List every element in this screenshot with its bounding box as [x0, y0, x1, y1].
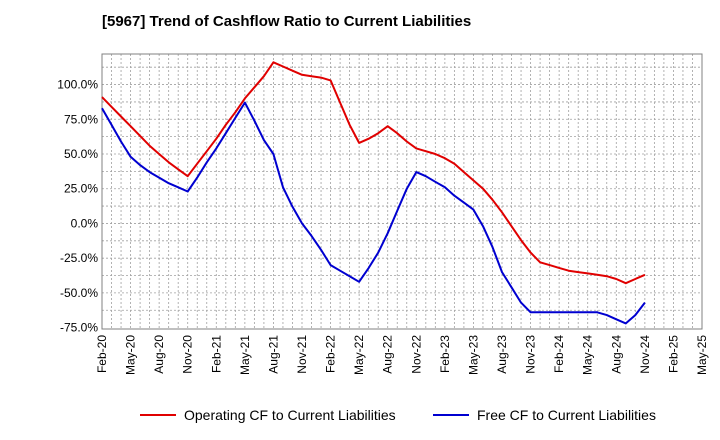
legend: Operating CF to Current Liabilities Free… — [0, 404, 720, 426]
x-tick-label: May-21 — [238, 335, 252, 375]
x-tick-label: Feb-22 — [324, 335, 338, 373]
legend-label-operating-cf: Operating CF to Current Liabilities — [184, 407, 396, 423]
legend-swatch-free-cf — [433, 414, 469, 416]
y-tick-label: 75.0% — [64, 112, 98, 126]
x-tick-label: May-20 — [124, 335, 138, 375]
plot-frame — [101, 53, 703, 330]
x-tick-label: Feb-25 — [666, 335, 680, 373]
y-tick-label: -75.0% — [60, 321, 98, 335]
y-tick-label: 25.0% — [64, 182, 98, 196]
x-tick-label: May-25 — [695, 335, 709, 375]
x-tick-label: Nov-22 — [409, 335, 423, 374]
x-tick-label: Aug-23 — [495, 335, 509, 374]
legend-item-operating-cf: Operating CF to Current Liabilities — [140, 404, 396, 426]
y-tick-label: -50.0% — [60, 286, 98, 300]
x-tick-label: Feb-21 — [209, 335, 223, 373]
x-tick-label: Feb-24 — [552, 335, 566, 373]
x-tick-label: Aug-21 — [266, 335, 280, 374]
y-tick-label: 50.0% — [64, 147, 98, 161]
x-tick-label: Aug-24 — [609, 335, 623, 374]
legend-item-free-cf: Free CF to Current Liabilities — [433, 404, 656, 426]
x-tick-label: Nov-20 — [181, 335, 195, 374]
x-tick-label: May-23 — [466, 335, 480, 375]
series-line-free-cf — [101, 101, 646, 325]
x-tick-label: Nov-23 — [524, 335, 538, 374]
x-tick-label: May-22 — [352, 335, 366, 375]
x-tick-label: Aug-20 — [152, 335, 166, 374]
x-tick-label: Feb-23 — [438, 335, 452, 373]
x-axis-ticks: Feb-20 May-20 Aug-20 Nov-20 Feb-21 May-21 Aug-… — [95, 335, 709, 375]
x-tick-label: Nov-21 — [295, 335, 309, 374]
x-tick-label: Nov-24 — [638, 335, 652, 374]
series-layer — [101, 61, 646, 325]
x-tick-label: Aug-22 — [381, 335, 395, 374]
y-tick-label: 100.0% — [57, 78, 98, 92]
chart-title: [5967] Trend of Cashflow Ratio to Curren… — [102, 13, 472, 30]
grid-layer — [101, 54, 703, 329]
legend-swatch-operating-cf — [140, 414, 176, 416]
y-tick-label: -25.0% — [60, 251, 98, 265]
x-tick-label: Feb-20 — [95, 335, 109, 373]
series-line-operating-cf — [101, 61, 646, 285]
x-tick-label: May-24 — [581, 335, 595, 375]
y-axis-ticks: 100.0% 75.0% 50.0% 25.0% 0.0% -25.0% -50.0% -75… — [57, 78, 98, 335]
legend-label-free-cf: Free CF to Current Liabilities — [477, 407, 656, 423]
y-tick-label: 0.0% — [71, 216, 99, 230]
